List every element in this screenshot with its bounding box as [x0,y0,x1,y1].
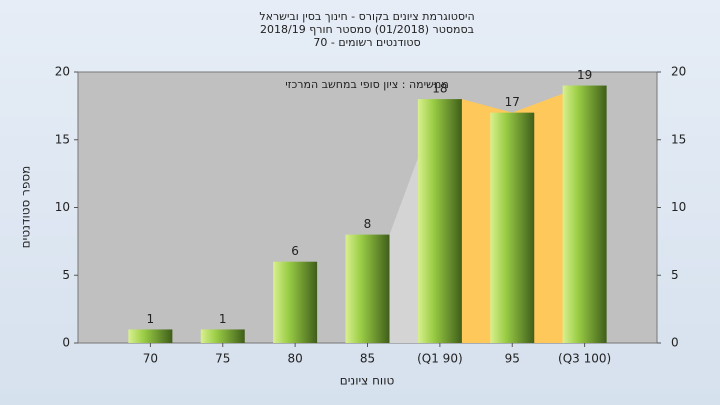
data-label: 8 [364,217,372,231]
x-tick-label: 75 [215,352,230,366]
y2-tick-label: 5 [671,268,679,282]
annotation: ממשימה : ציון סופי במחשב המרכזי [285,78,449,91]
y-tick-label: 5 [62,268,70,282]
data-label: 6 [291,244,299,258]
data-label: 1 [147,312,155,326]
y2-tick-label: 10 [671,200,686,214]
y-tick-label: 0 [62,336,70,350]
bar [490,112,535,344]
data-label: 17 [505,95,520,109]
x-tick-label: 95 [505,352,520,366]
x-axis-label: טווח ציונים [340,374,395,388]
y-tick-label: 20 [55,65,70,79]
x-tick-label: 70 [143,352,158,366]
bar [273,261,318,343]
y2-tick-label: 20 [671,65,686,79]
chart-subtitle: סטודנטים רשומים - 70 [313,36,420,49]
y2-tick-label: 0 [671,336,679,350]
x-tick-label: 85 [360,352,375,366]
y-tick-label: 10 [55,200,70,214]
x-tick-label: 80 [287,352,302,366]
chart-title: היסטוגרמת ציונים בקורס - חינוך בסין וביש… [259,10,474,23]
bar [562,85,607,344]
chart-subtitle: בסמסטר (01/2018) סמסטר חורף 2018/19 [260,23,474,36]
bar [345,234,390,343]
x-tick-label: (Q3 100) [558,352,611,366]
bar [128,329,173,343]
data-label: 1 [219,312,227,326]
bar [417,99,462,343]
x-tick-label: (Q1 90) [417,352,463,366]
data-label: 19 [577,68,592,82]
data-label: 18 [432,82,447,96]
y-tick-label: 15 [55,132,70,146]
y2-tick-label: 15 [671,132,686,146]
y-axis-label: מספר סטודנטים [19,166,33,249]
bar [200,329,245,343]
